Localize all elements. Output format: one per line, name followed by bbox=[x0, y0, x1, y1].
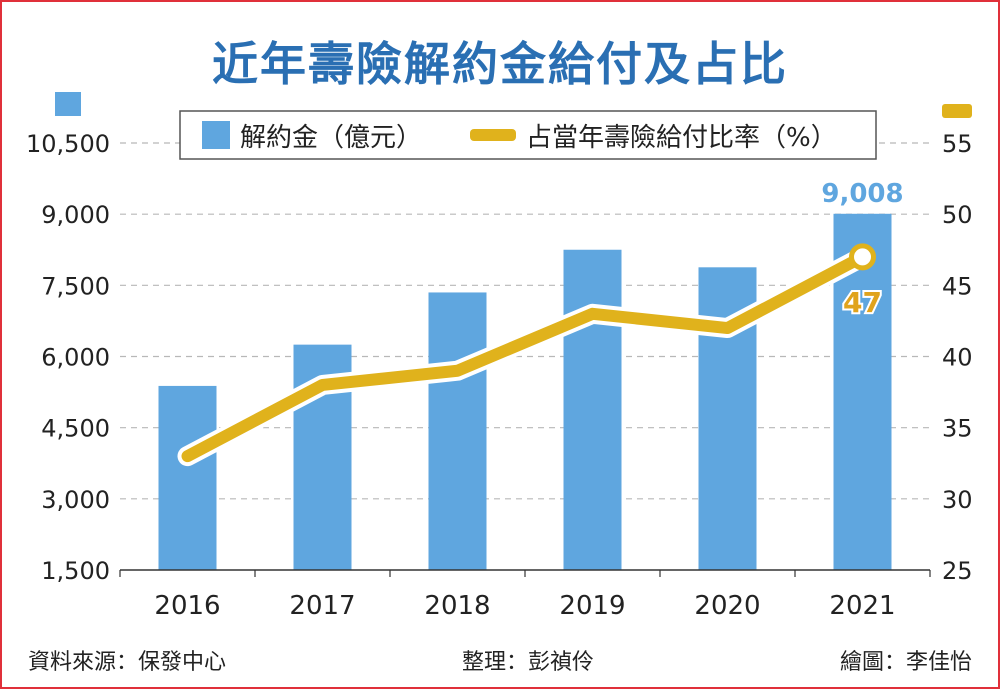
chart-title: 近年壽險解約金給付及占比 bbox=[212, 37, 788, 91]
legend-swatch-line bbox=[470, 129, 516, 141]
line-point bbox=[183, 452, 192, 461]
bar bbox=[158, 385, 217, 570]
y-left-tick-label: 6,000 bbox=[41, 344, 110, 372]
line-point bbox=[453, 366, 462, 375]
y-right-tick-label: 30 bbox=[942, 486, 973, 514]
y-left-tick-label: 4,500 bbox=[41, 415, 110, 443]
legend-label: 解約金（億元） bbox=[240, 123, 422, 153]
editor-note: 整理：彭禎伶 bbox=[462, 650, 595, 675]
x-tick-label: 2018 bbox=[424, 591, 490, 621]
y-right-tick-label: 35 bbox=[942, 415, 973, 443]
legend-box bbox=[179, 110, 877, 160]
source-note: 資料來源：保發中心 bbox=[28, 650, 227, 675]
bar-data-label: 9,008 bbox=[821, 179, 903, 209]
y-right-tick-label: 40 bbox=[942, 344, 973, 372]
y-left-tick-label: 10,500 bbox=[26, 130, 110, 158]
x-tick-label: 2020 bbox=[694, 591, 760, 621]
y-left-tick-label: 3,000 bbox=[41, 486, 110, 514]
y-left-tick-label: 1,500 bbox=[41, 557, 110, 585]
line-point bbox=[588, 309, 597, 318]
line-data-label: 47 bbox=[843, 286, 882, 319]
y-right-tick-label: 45 bbox=[942, 272, 973, 300]
y-left-tick-label: 7,500 bbox=[41, 272, 110, 300]
bar bbox=[563, 249, 622, 570]
line-point bbox=[849, 243, 876, 271]
x-tick-label: 2017 bbox=[289, 591, 355, 621]
line-point bbox=[318, 380, 327, 389]
x-tick-label: 2016 bbox=[154, 591, 220, 621]
left-axis-key bbox=[55, 92, 81, 116]
x-tick-label: 2019 bbox=[559, 591, 625, 621]
x-tick-label: 2021 bbox=[829, 591, 895, 621]
legend-label: 占當年壽險給付比率（%） bbox=[526, 123, 837, 153]
legend-swatch-bar bbox=[202, 121, 230, 149]
bar bbox=[428, 292, 487, 570]
artist-note: 繪圖：李佳怡 bbox=[839, 650, 972, 675]
y-left-tick-label: 9,000 bbox=[41, 201, 110, 229]
y-right-tick-label: 50 bbox=[942, 201, 973, 229]
series-line bbox=[181, 250, 869, 463]
right-axis-key bbox=[942, 104, 972, 118]
y-right-tick-label: 25 bbox=[942, 557, 973, 585]
line-point bbox=[723, 324, 732, 333]
y-right-tick-label: 55 bbox=[942, 130, 973, 158]
